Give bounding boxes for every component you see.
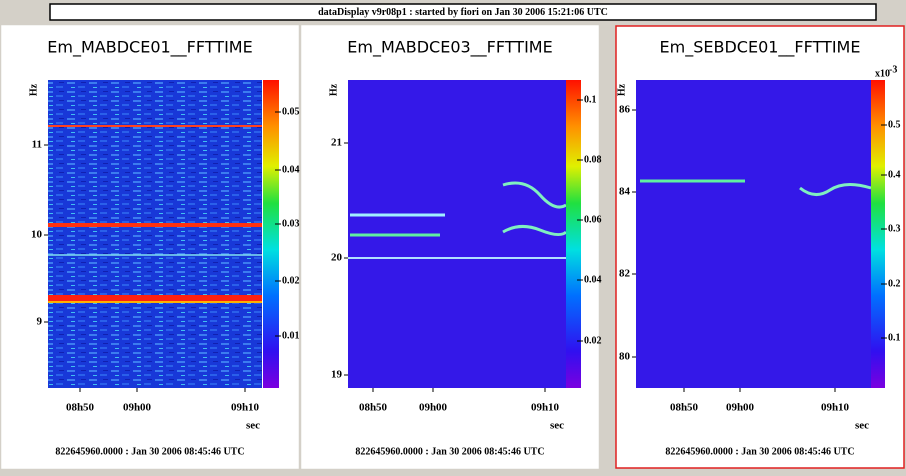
panel-footer: 822645960.0000 : Jan 30 2006 08:45:46 UT… [665,446,854,457]
colorbar-tick-label: 0.02 [584,335,602,346]
x-tick-label: 09h00 [419,402,448,414]
colorbar-tick-label: 0.3 [888,223,901,234]
panel-title: Em_MABDCE03__FFTTIME [347,38,552,58]
y-tick-label: 19 [331,369,343,381]
panel-footer: 822645960.0000 : Jan 30 2006 08:45:46 UT… [55,446,244,457]
x-tick-label: 09h00 [726,402,755,414]
x-tick-label: 08h50 [670,402,699,414]
y-axis-label: Hz [616,83,627,96]
panel-title: Em_MABDCE01__FFTTIME [47,38,252,58]
y-tick-label: 11 [32,139,42,151]
colorbar-exponent: -3 [889,64,897,75]
y-tick-label: 86 [619,104,631,116]
spectral-line [502,225,568,237]
panel-title: Em_SEBDCE01__FFTTIME [660,38,861,58]
x-axis-label: sec [246,420,260,432]
y-tick-label: 84 [619,186,631,198]
colorbar-tick-label: 0.5 [888,119,901,130]
header-title: dataDisplay v9r08p1 : started by fiori o… [318,7,608,18]
colorbar-tick-label: 0.04 [584,274,602,285]
colorbar-multiplier: x10 [875,68,890,79]
spectral-line [799,183,872,196]
spectrogram [48,80,262,388]
x-tick-label: 08h50 [66,402,95,414]
y-tick-label: 82 [619,268,631,280]
spectral-line [502,181,567,209]
x-tick-label: 09h10 [821,402,850,414]
colorbar-tick-label: 0.03 [282,218,300,229]
colorbar-tick-label: 0.08 [584,154,602,165]
colorbar-tick-label: 0.01 [282,330,300,341]
y-tick-label: 9 [37,316,43,328]
panel-footer: 822645960.0000 : Jan 30 2006 08:45:46 UT… [355,446,544,457]
y-axis-label: Hz [28,83,39,96]
colorbar-tick-label: 0.1 [584,94,597,105]
colorbar [566,80,581,388]
x-axis-label: sec [550,420,564,432]
x-tick-label: 08h50 [359,402,388,414]
colorbar [871,80,885,388]
x-tick-label: 09h10 [231,402,260,414]
colorbar-tick-label: 0.06 [584,214,602,225]
colorbar-tick-label: 0.05 [282,106,300,117]
header-bar [49,3,877,21]
y-axis-label: Hz [328,83,339,96]
colorbar-tick-label: 0.2 [888,278,901,289]
y-tick-label: 21 [331,137,342,149]
y-tick-label: 20 [331,252,343,264]
x-tick-label: 09h00 [123,402,152,414]
colorbar-tick-label: 0.04 [282,164,300,175]
y-tick-label: 80 [619,351,631,363]
colorbar-tick-label: 0.1 [888,332,901,343]
y-tick-label: 10 [31,229,43,241]
colorbar-tick-label: 0.02 [282,275,300,286]
x-axis-label: sec [855,420,869,432]
colorbar [263,80,279,388]
colorbar-tick-label: 0.4 [888,169,901,180]
spectrogram [636,80,871,388]
x-tick-label: 09h10 [531,402,560,414]
